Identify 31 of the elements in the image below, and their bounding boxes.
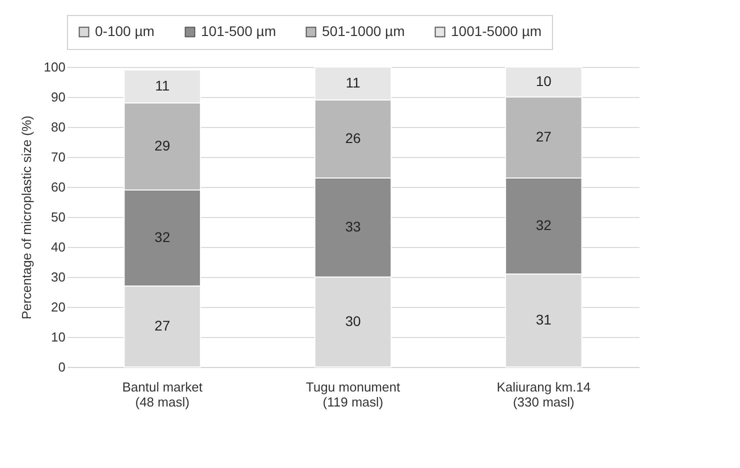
data-label: 26: [345, 130, 361, 146]
data-label: 29: [154, 138, 170, 154]
y-tick-label: 80: [51, 120, 66, 134]
y-tick-label: 60: [51, 180, 66, 194]
y-tick-label: 20: [51, 300, 66, 314]
data-label: 32: [154, 229, 170, 245]
legend-label: 1001-5000 µm: [451, 23, 542, 39]
y-tick-label: 70: [51, 150, 66, 164]
data-label: 27: [154, 318, 170, 334]
data-label: 32: [536, 217, 552, 233]
y-tick-label: 0: [58, 360, 66, 374]
y-axis-title: Percentage of microplastic size (%): [18, 116, 34, 320]
x-tick-label: Bantul market (48 masl): [122, 380, 203, 410]
data-label: 27: [536, 128, 552, 144]
y-tick-label: 30: [51, 270, 66, 284]
legend-label: 0-100 µm: [95, 23, 154, 39]
y-tick-label: 100: [44, 60, 66, 74]
x-tick-label: Tugu monument (119 masl): [306, 380, 400, 410]
data-label: 30: [345, 313, 361, 329]
data-label: 11: [346, 74, 360, 90]
y-tick-label: 50: [51, 210, 66, 224]
x-tick-label: Kaliurang km.14 (330 masl): [496, 380, 591, 410]
data-label: 33: [345, 218, 361, 234]
data-label: 11: [155, 78, 170, 94]
y-tick-label: 40: [51, 240, 66, 254]
legend-label: 501-1000 µm: [322, 23, 405, 39]
y-tick-label: 90: [51, 90, 66, 104]
data-label: 10: [536, 73, 552, 89]
legend-label: 101-500 µm: [201, 23, 276, 39]
data-label: 31: [536, 312, 552, 328]
y-tick-label: 10: [51, 330, 66, 344]
